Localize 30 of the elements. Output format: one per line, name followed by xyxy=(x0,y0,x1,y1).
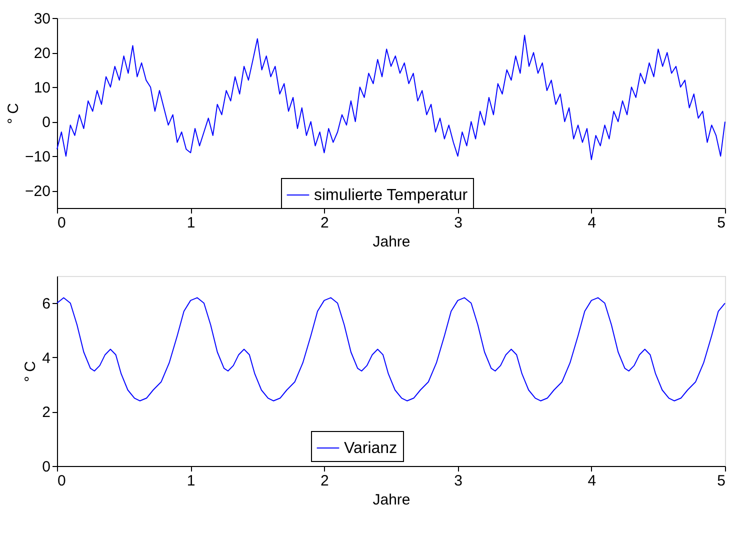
y-tick-label: −20 xyxy=(25,183,50,200)
x-tick-label: 4 xyxy=(588,472,596,490)
x-axis-title: Jahre xyxy=(372,492,410,508)
x-tick-label: 1 xyxy=(186,214,196,232)
y-tick-label: 0 xyxy=(42,458,50,476)
y-tick-label: 20 xyxy=(34,45,50,62)
x-tick-label: 2 xyxy=(320,472,329,490)
y-axis-title: ° C xyxy=(5,102,22,124)
x-tick-label: 1 xyxy=(186,472,196,490)
x-tick-label: 5 xyxy=(717,472,726,490)
y-tick-label: 2 xyxy=(42,404,50,422)
legend-label: simulierte Temperatur xyxy=(314,187,468,204)
x-tick-label: 0 xyxy=(58,472,66,490)
x-axis-title: Jahre xyxy=(372,234,410,250)
x-tick-label: 4 xyxy=(588,214,596,232)
y-tick-label: 30 xyxy=(34,10,50,28)
y-axis-title: ° C xyxy=(22,360,40,382)
y-tick-label: 10 xyxy=(34,80,50,97)
y-tick-label: −10 xyxy=(25,148,50,166)
y-tick-label: 4 xyxy=(42,350,50,367)
x-tick-label: 2 xyxy=(320,214,329,232)
x-tick-label: 3 xyxy=(454,214,462,232)
y-tick-label: 6 xyxy=(42,296,50,313)
legend-label: Varianz xyxy=(344,440,398,457)
x-tick-label: 5 xyxy=(717,214,726,232)
x-tick-label: 3 xyxy=(454,472,462,490)
x-tick-label: 0 xyxy=(58,214,66,232)
line-series xyxy=(56,34,726,160)
line-series xyxy=(56,297,726,402)
y-tick-label: 0 xyxy=(42,114,50,132)
